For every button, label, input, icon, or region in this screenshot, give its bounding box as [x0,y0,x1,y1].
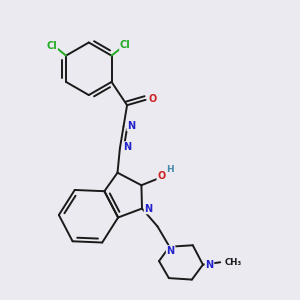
Text: Cl: Cl [120,40,131,50]
Text: N: N [167,246,175,256]
Text: Cl: Cl [46,41,57,51]
Text: CH₃: CH₃ [225,258,242,267]
Text: H: H [167,165,174,174]
Text: O: O [157,171,166,181]
Text: N: N [145,203,153,214]
Text: N: N [124,142,132,152]
Text: N: N [206,260,214,270]
Text: N: N [127,121,135,130]
Text: O: O [148,94,156,103]
